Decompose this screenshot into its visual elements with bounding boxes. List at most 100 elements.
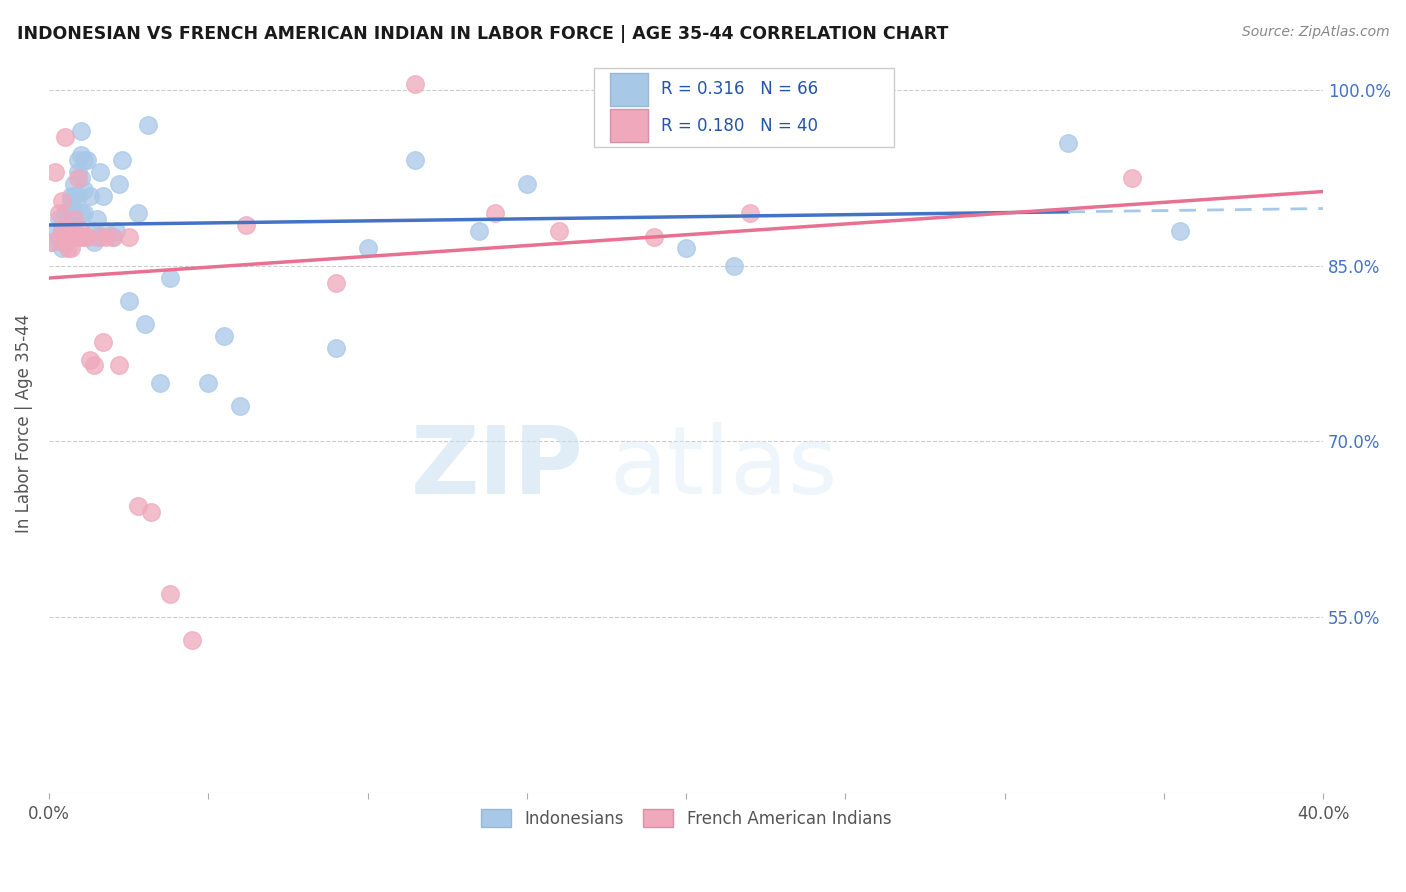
Point (60, 206, 83, 220)
Point (96, 229, 118, 244)
Point (51, 194, 73, 209)
Point (63, 177, 86, 191)
Point (73, 153, 96, 168)
Text: INDONESIAN VS FRENCH AMERICAN INDIAN IN LABOR FORCE | AGE 35-44 CORRELATION CHAR: INDONESIAN VS FRENCH AMERICAN INDIAN IN … (17, 25, 948, 43)
Point (104, 224, 127, 238)
Point (53, 224, 76, 238)
Point (53, 235, 76, 250)
Point (86, 212, 108, 227)
Point (60, 224, 83, 238)
Point (159, 270, 181, 285)
Point (83, 224, 105, 238)
Point (101, 229, 124, 244)
Point (53, 229, 76, 244)
Point (69, 229, 91, 244)
Point (41, 235, 63, 250)
Point (159, 587, 181, 601)
Point (1168, 224, 1191, 238)
Point (134, 318, 156, 332)
Point (76, 153, 98, 168)
Point (325, 277, 347, 291)
Point (60, 194, 83, 209)
Point (69, 224, 91, 238)
Point (73, 183, 96, 197)
Legend: Indonesians, French American Indians: Indonesians, French American Indians (472, 801, 900, 836)
Point (89, 229, 111, 244)
Point (44, 165, 66, 179)
Point (56, 241, 79, 255)
Point (53, 206, 76, 220)
Point (51, 241, 73, 255)
Point (91, 188, 114, 202)
Point (723, 259, 745, 273)
Point (41, 235, 63, 250)
Point (66, 229, 89, 244)
FancyBboxPatch shape (595, 68, 894, 147)
Point (89, 165, 111, 179)
Text: Source: ZipAtlas.com: Source: ZipAtlas.com (1241, 25, 1389, 39)
Point (516, 177, 538, 191)
Point (117, 229, 139, 244)
Text: atlas: atlas (610, 422, 838, 514)
Point (73, 206, 96, 220)
Point (149, 376, 172, 390)
Point (1057, 136, 1080, 150)
Point (60, 188, 83, 202)
Point (91, 334, 114, 349)
Point (63, 206, 86, 220)
Point (1121, 171, 1143, 186)
Text: R = 0.316   N = 66: R = 0.316 N = 66 (661, 80, 818, 98)
Point (66, 171, 89, 186)
Point (44, 224, 66, 238)
Point (197, 376, 219, 390)
Point (108, 177, 131, 191)
Point (108, 359, 131, 373)
Point (738, 206, 761, 220)
Point (69, 206, 91, 220)
Point (66, 165, 89, 179)
Point (468, 224, 491, 238)
Point (69, 171, 91, 186)
Point (66, 153, 89, 168)
Point (53, 130, 76, 145)
Point (63, 188, 86, 202)
Text: ZIP: ZIP (411, 422, 583, 514)
Text: R = 0.180   N = 40: R = 0.180 N = 40 (661, 117, 817, 135)
Point (127, 206, 149, 220)
FancyBboxPatch shape (610, 109, 648, 143)
FancyBboxPatch shape (610, 72, 648, 106)
Point (111, 153, 134, 168)
Point (69, 147, 91, 161)
Point (56, 212, 79, 227)
Point (229, 400, 252, 414)
Point (60, 229, 83, 244)
Point (101, 229, 124, 244)
Point (643, 229, 665, 244)
Point (69, 124, 91, 138)
Point (51, 224, 73, 238)
Point (83, 359, 105, 373)
Point (404, 153, 426, 168)
Point (63, 229, 86, 244)
Point (48, 212, 70, 227)
Point (484, 206, 506, 220)
Point (127, 499, 149, 513)
Point (60, 241, 83, 255)
Point (834, 83, 856, 97)
Point (235, 218, 257, 232)
Point (86, 229, 108, 244)
Point (56, 206, 79, 220)
Point (63, 212, 86, 227)
Point (51, 224, 73, 238)
Point (212, 329, 235, 343)
Point (356, 241, 378, 255)
Point (96, 224, 118, 238)
Point (73, 229, 96, 244)
Point (79, 188, 101, 202)
Point (76, 229, 98, 244)
Point (675, 241, 697, 255)
Point (83, 235, 105, 250)
Point (48, 206, 70, 220)
Point (325, 341, 347, 355)
Point (53, 229, 76, 244)
